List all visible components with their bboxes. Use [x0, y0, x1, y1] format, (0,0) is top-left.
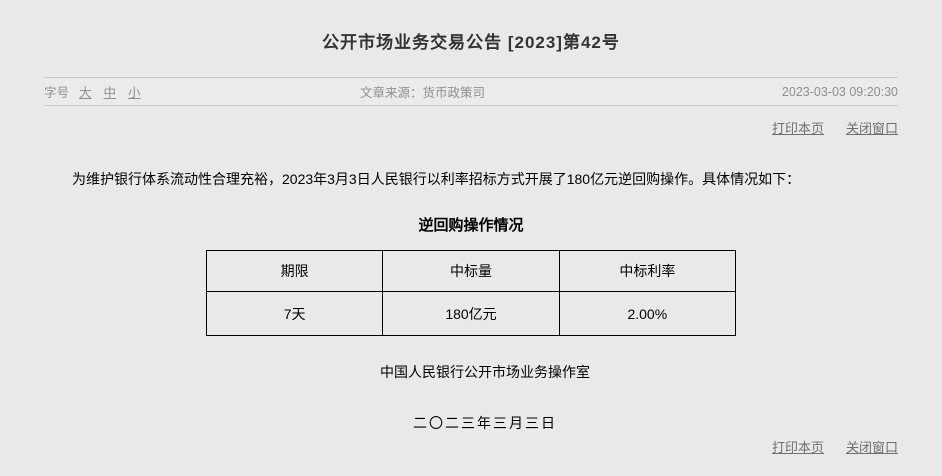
issuing-office-signature: 中国人民银行公开市场业务操作室	[380, 364, 590, 380]
source-label: 文章来源：	[360, 86, 423, 100]
article-source: 文章来源： 货币政策司	[360, 82, 782, 101]
source-value: 货币政策司	[422, 86, 486, 100]
bottom-actions-row: 打印本页 关闭窗口	[44, 437, 898, 456]
table-header-term: 期限	[205, 250, 384, 292]
table-cell-term: 7天	[205, 291, 384, 336]
font-size-small-link[interactable]: 小	[128, 86, 141, 100]
font-size-medium-link[interactable]: 中	[103, 86, 117, 100]
print-page-link[interactable]: 打印本页	[771, 121, 824, 136]
meta-bar: 字号 大 中 小 文章来源： 货币政策司 2023-03-03 09:20:30	[44, 77, 898, 106]
print-page-link-bottom[interactable]: 打印本页	[771, 440, 824, 455]
close-window-link[interactable]: 关闭窗口	[845, 121, 898, 136]
font-size-large-link[interactable]: 大	[79, 86, 92, 100]
table-cell-rate: 2.00%	[558, 291, 737, 336]
table-header-rate: 中标利率	[558, 250, 737, 292]
table-header-volume: 中标量	[382, 250, 560, 292]
top-actions-row: 打印本页 关闭窗口	[44, 118, 898, 137]
announcement-date: 二〇二三年三月三日	[413, 415, 557, 431]
table-header-row: 期限 中标量 中标利率	[205, 250, 737, 292]
reverse-repo-table: 期限 中标量 中标利率 7天 180亿元 2.00%	[205, 250, 737, 336]
table-cell-volume: 180亿元	[382, 291, 560, 336]
font-size-label: 字号	[44, 86, 70, 100]
page-title: 公开市场业务交易公告 [2023]第42号	[322, 33, 620, 52]
font-size-control: 字号 大 中 小	[44, 82, 360, 101]
close-window-link-bottom[interactable]: 关闭窗口	[845, 440, 898, 455]
publish-timestamp: 2023-03-03 09:20:30	[781, 84, 898, 99]
table-row: 7天 180亿元 2.00%	[205, 291, 737, 336]
announcement-body: 为维护银行体系流动性合理充裕，2023年3月3日人民银行以利率招标方式开展了18…	[72, 171, 801, 187]
table-title: 逆回购操作情况	[418, 217, 524, 234]
